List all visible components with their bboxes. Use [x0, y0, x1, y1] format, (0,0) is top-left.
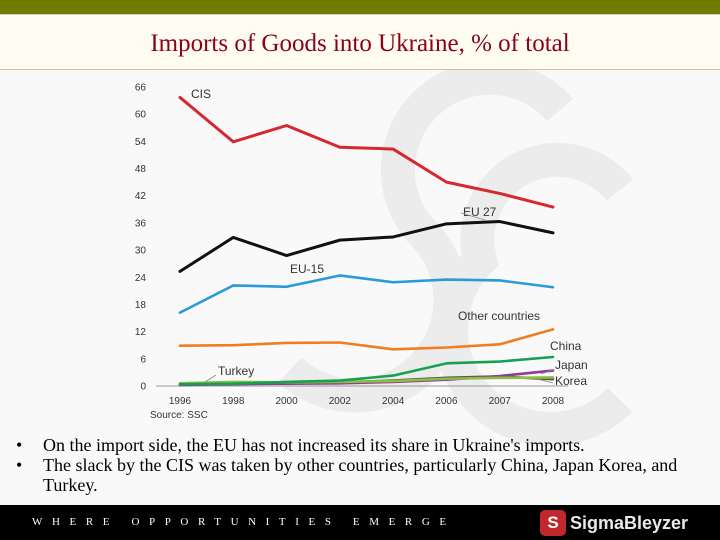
y-tick-label: 66	[135, 83, 147, 94]
y-tick-label: 54	[135, 137, 147, 148]
logo-mark-icon: S	[540, 510, 566, 536]
y-tick-label: 0	[140, 382, 146, 393]
footer-tagline: WHERE OPPORTUNITIES EMERGE	[32, 516, 456, 528]
series-line-other-countries	[178, 328, 555, 351]
series-line-eu-15	[178, 274, 555, 314]
page-title: Imports of Goods into Ukraine, % of tota…	[150, 30, 570, 57]
series-label: China	[550, 339, 582, 353]
footer-bar: WHERE OPPORTUNITIES EMERGE S SigmaBleyze…	[0, 505, 720, 540]
bullet-text: The slack by the CIS was taken by other …	[43, 455, 678, 495]
line-chart: 0 6 12 18 24 30 36 42 48 54 60 66 1996 1998 2000 2002 20…	[135, 83, 588, 422]
korea-leader-line	[540, 379, 554, 384]
y-tick-label: 60	[135, 110, 147, 121]
bullet-text: On the import side, the EU has not incre…	[43, 435, 585, 455]
x-tick-label: 1998	[222, 396, 245, 407]
x-tick-label: 2002	[329, 396, 352, 407]
series-label: Other countries	[458, 309, 540, 323]
series-label: EU 27	[463, 205, 497, 219]
bullet-item: • On the import side, the EU has not inc…	[16, 435, 706, 455]
x-tick-label: 2007	[489, 396, 512, 407]
series-line-cis	[178, 95, 555, 209]
slide-content: 0 6 12 18 24 30 36 42 48 54 60 66 1996 1998 2000 2002 20…	[0, 70, 720, 505]
x-tick-label: 2004	[382, 396, 405, 407]
series-label: CIS	[191, 87, 211, 101]
y-tick-label: 12	[135, 327, 147, 338]
x-tick-label: 2008	[542, 396, 565, 407]
x-tick-label: 1996	[169, 396, 192, 407]
x-tick-label: 2000	[275, 396, 298, 407]
y-tick-label: 6	[140, 354, 146, 365]
y-tick-label: 48	[135, 164, 147, 175]
series-label: Turkey	[218, 364, 254, 378]
x-tick-label: 2006	[435, 396, 458, 407]
logo-text: SigmaBleyzer	[570, 512, 689, 533]
series-label: EU-15	[290, 262, 324, 276]
bullet-list: • On the import side, the EU has not inc…	[16, 435, 706, 495]
y-tick-label: 42	[135, 191, 147, 202]
title-banner: Imports of Goods into Ukraine, % of tota…	[0, 14, 720, 70]
y-tick-label: 36	[135, 218, 147, 229]
japan-leader-line	[540, 369, 554, 375]
bullet-item: • The slack by the CIS was taken by othe…	[16, 455, 706, 495]
bullet-dot-icon: •	[16, 435, 23, 455]
series-label: Korea	[555, 374, 587, 388]
top-accent-bar	[0, 0, 720, 14]
series-line-turkey	[178, 376, 555, 385]
chart-source: Source: SSC	[150, 410, 208, 421]
company-logo: S SigmaBleyzer	[540, 509, 688, 537]
bullet-dot-icon: •	[16, 455, 23, 475]
y-tick-label: 30	[135, 246, 147, 257]
series-line-china	[178, 355, 555, 386]
y-tick-label: 18	[135, 300, 147, 311]
turkey-leader-line	[204, 374, 217, 383]
series-line-eu-27	[178, 220, 555, 273]
series-label: Japan	[555, 358, 588, 372]
eu27-leader-line	[460, 212, 486, 221]
y-tick-label: 24	[135, 273, 147, 284]
